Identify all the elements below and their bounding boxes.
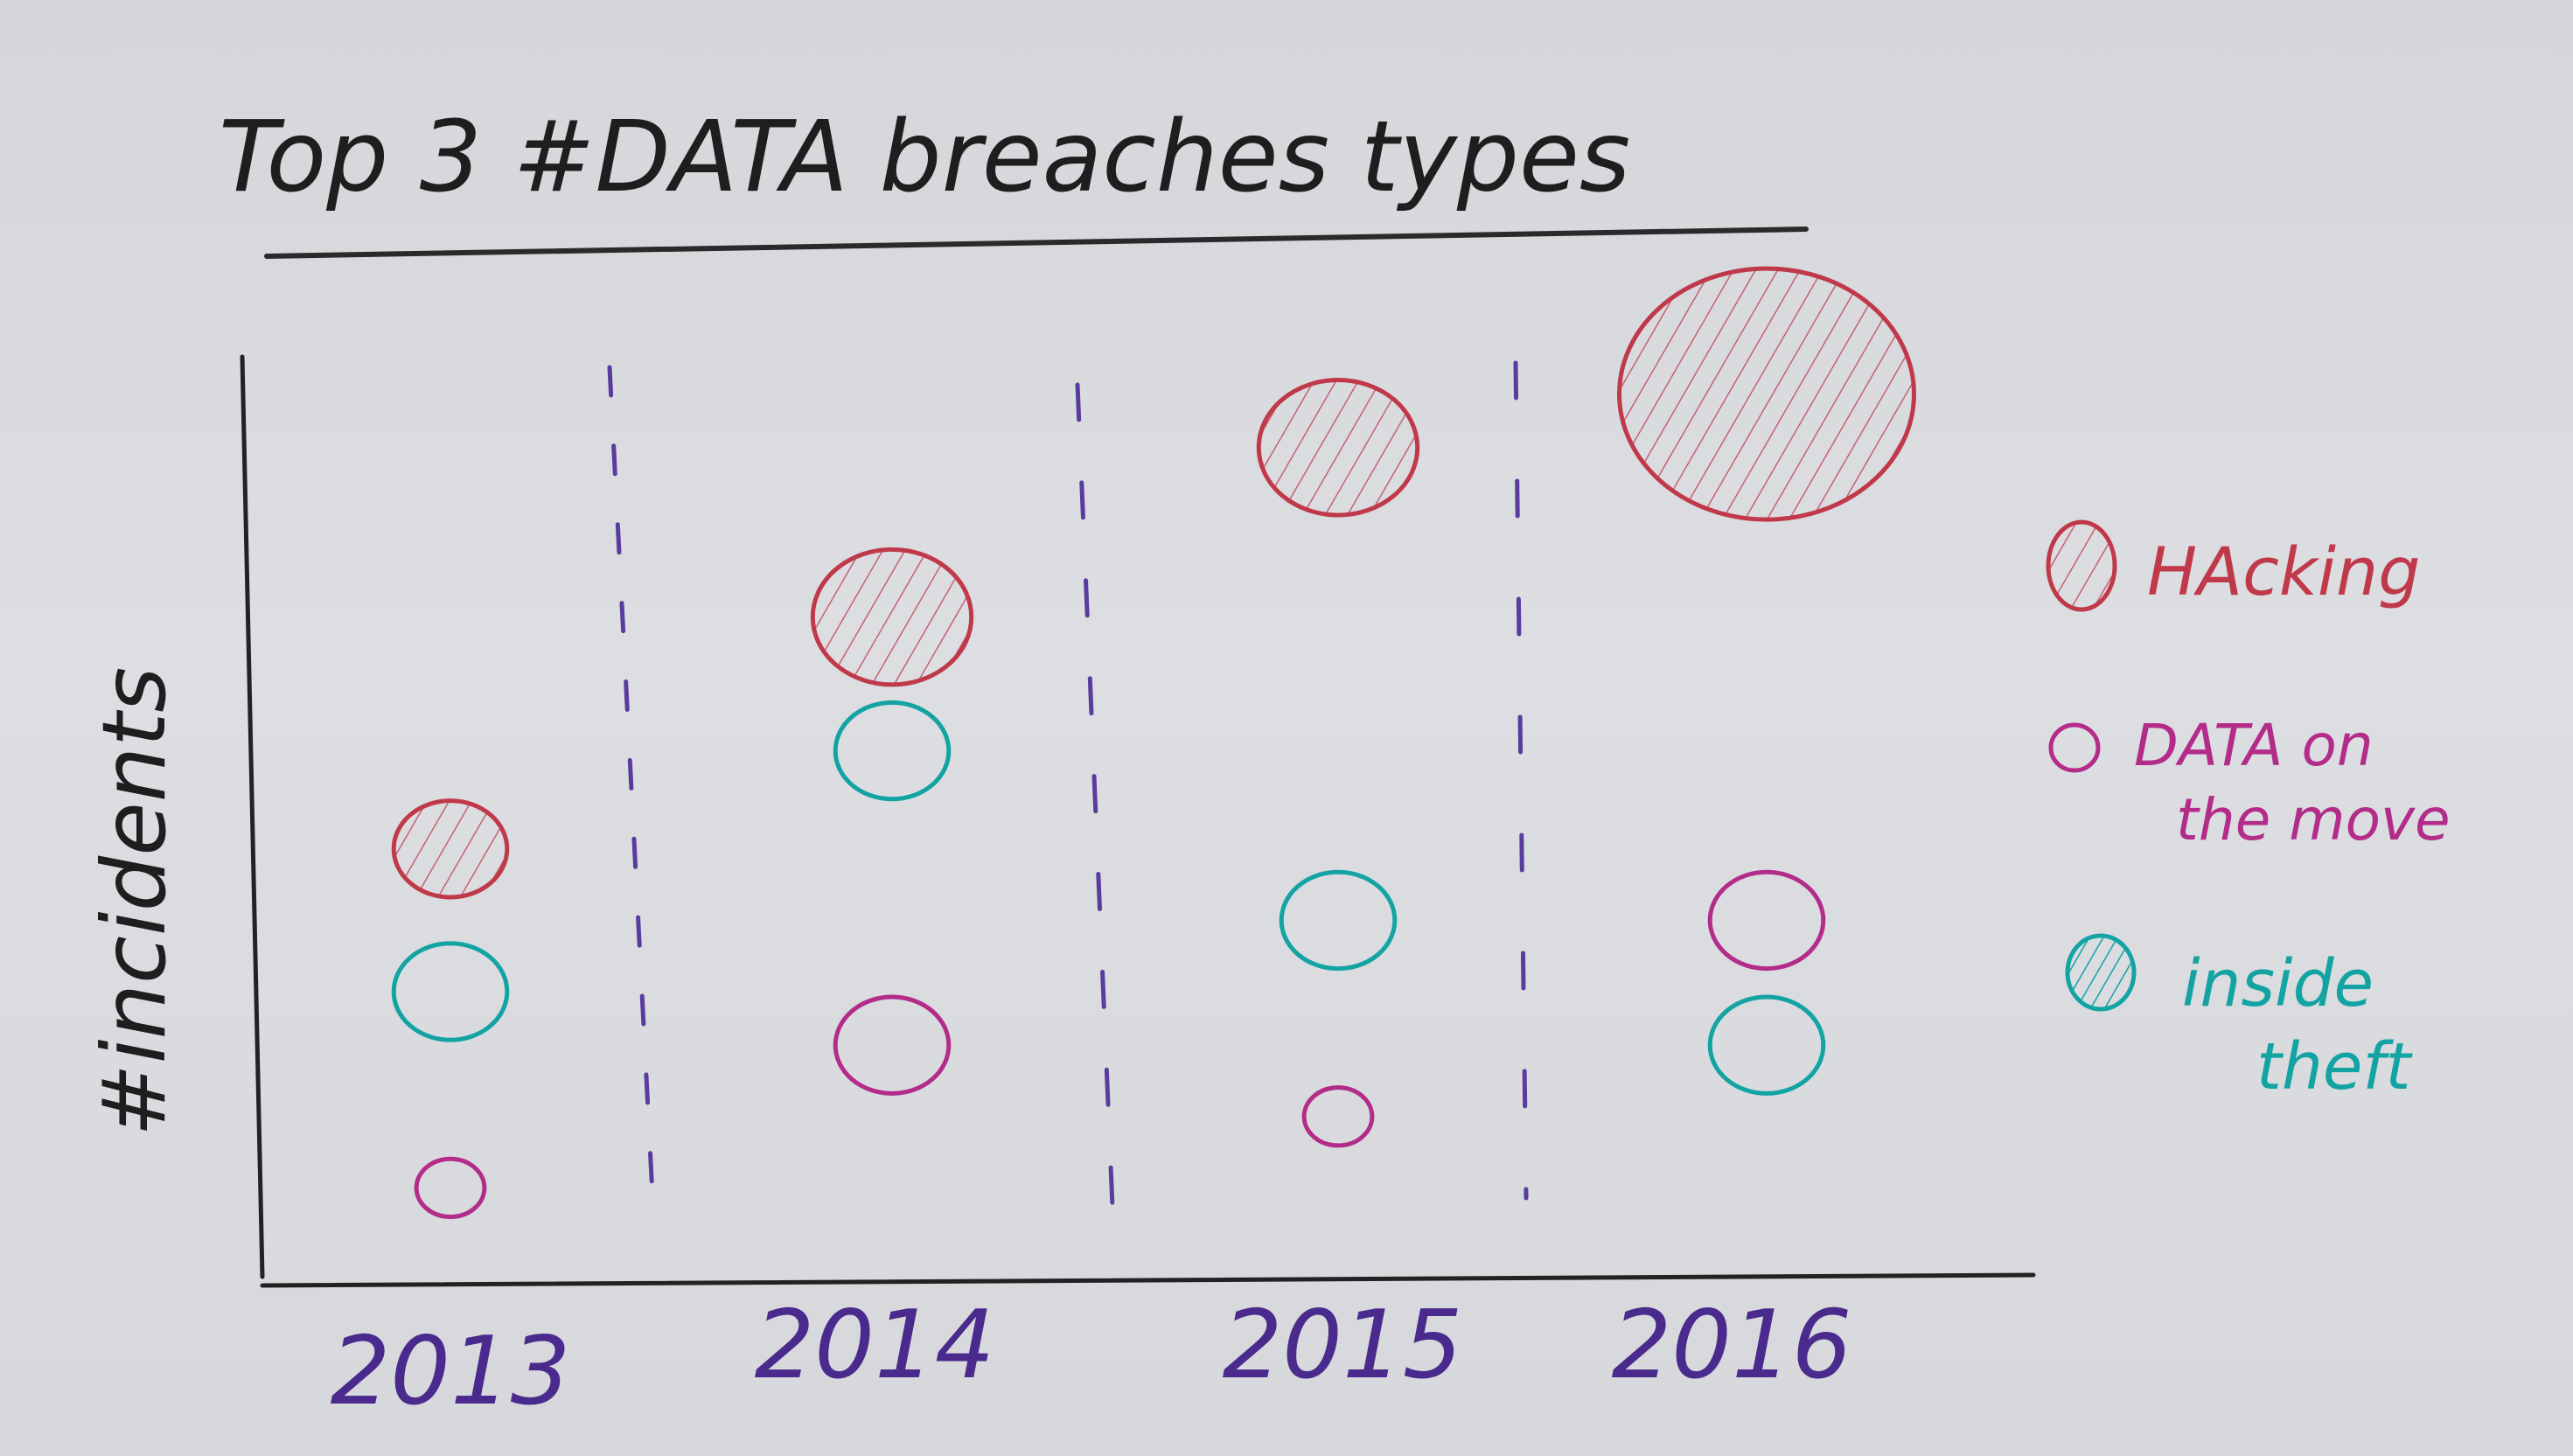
legend-label: inside theft (2182, 946, 2413, 1104)
separator-2014-2015 (1075, 382, 1115, 1209)
legend-swatch-hacking (2046, 519, 2117, 612)
x-tick-label: 2016 (1612, 1291, 1852, 1400)
x-axis (260, 1272, 2036, 1288)
y-axis (240, 354, 265, 1279)
bubble-data-on-the-move-2013 (414, 1156, 487, 1220)
bubble-inside-theft-2016 (1707, 994, 1826, 1096)
bubble-hacking-2015 (1256, 378, 1420, 518)
chart-marks (391, 266, 1916, 1220)
x-tick-label: 2015 (1223, 1291, 1463, 1400)
x-tick-label: 2014 (755, 1291, 995, 1400)
legend-entry-inside-theft: inside theft (2065, 933, 2413, 1104)
bubble-inside-theft-2014 (833, 700, 952, 802)
bubble-data-on-the-move-2014 (833, 994, 952, 1096)
bubble-hacking-2013 (391, 798, 510, 900)
bubble-hacking-2014 (810, 547, 974, 687)
legend: HAcking DATA on the move inside theft (2046, 519, 2451, 1104)
legend-swatch-inside-theft (2065, 933, 2137, 1012)
legend-entry-data-on-the-move: DATA on the move (2048, 712, 2451, 853)
legend-entry-hacking: HAcking (2046, 519, 2420, 612)
bubble-data-on-the-move-2015 (1301, 1085, 1375, 1148)
bubble-inside-theft-2015 (1279, 869, 1398, 972)
title-underline (264, 226, 1809, 259)
bubble-data-on-the-move-2016 (1707, 869, 1826, 972)
separator-2013-2014 (607, 365, 657, 1231)
chart-title: Top 3 #DATA breaches types (219, 101, 1630, 214)
x-tick-label: 2013 (331, 1317, 571, 1426)
legend-label: HAcking (2147, 533, 2420, 610)
legend-swatch-data-on-the-move (2048, 722, 2101, 773)
bubble-hacking-2016 (1617, 266, 1916, 522)
bubble-inside-theft-2013 (391, 941, 510, 1042)
y-axis-label: #incidents (83, 667, 185, 1137)
legend-label: DATA on the move (2134, 712, 2451, 853)
separator-2015-2016 (1513, 360, 1529, 1201)
